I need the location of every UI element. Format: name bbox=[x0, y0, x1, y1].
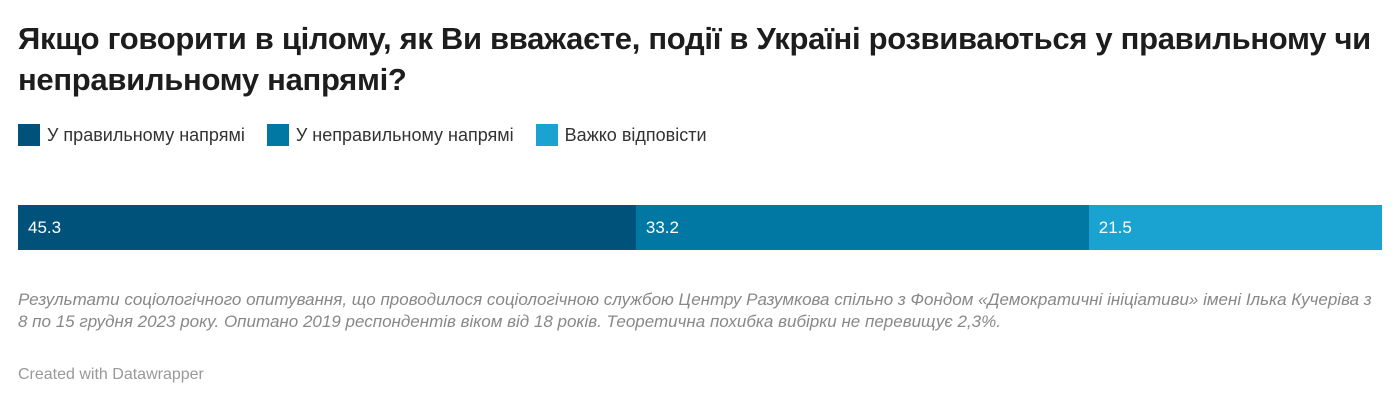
legend-label: У неправильному напрямі bbox=[295, 124, 514, 145]
legend-item: У правильному напрямі bbox=[18, 124, 245, 146]
bar-segment: 33.2 bbox=[635, 205, 1089, 250]
data-label: 33.2 bbox=[645, 218, 679, 237]
data-label: 21.5 bbox=[1098, 218, 1132, 237]
legend: У правильному напрямі У неправильному нап… bbox=[18, 124, 729, 146]
legend-swatch bbox=[535, 124, 558, 146]
chart-notes: Результати соціологічного опитування, що… bbox=[18, 290, 1372, 331]
legend-swatch bbox=[266, 124, 289, 146]
credit-link[interactable]: Created with Datawrapper bbox=[18, 366, 204, 383]
legend-item: У неправильному напрямі bbox=[266, 124, 514, 146]
legend-label: Важко відповісти bbox=[564, 124, 707, 145]
stacked-bar: 45.3 33.2 21.5 bbox=[18, 205, 1382, 250]
data-label: 45.3 bbox=[28, 218, 62, 237]
legend-item: Важко відповісти bbox=[535, 124, 707, 146]
legend-label: У правильному напрямі bbox=[47, 124, 245, 145]
bar-segment: 45.3 bbox=[18, 205, 636, 250]
chart-title: Якщо говорити в цілому, як Ви вважаєте, … bbox=[18, 21, 1371, 97]
legend-swatch bbox=[18, 124, 40, 146]
bar-segment: 21.5 bbox=[1088, 205, 1382, 250]
